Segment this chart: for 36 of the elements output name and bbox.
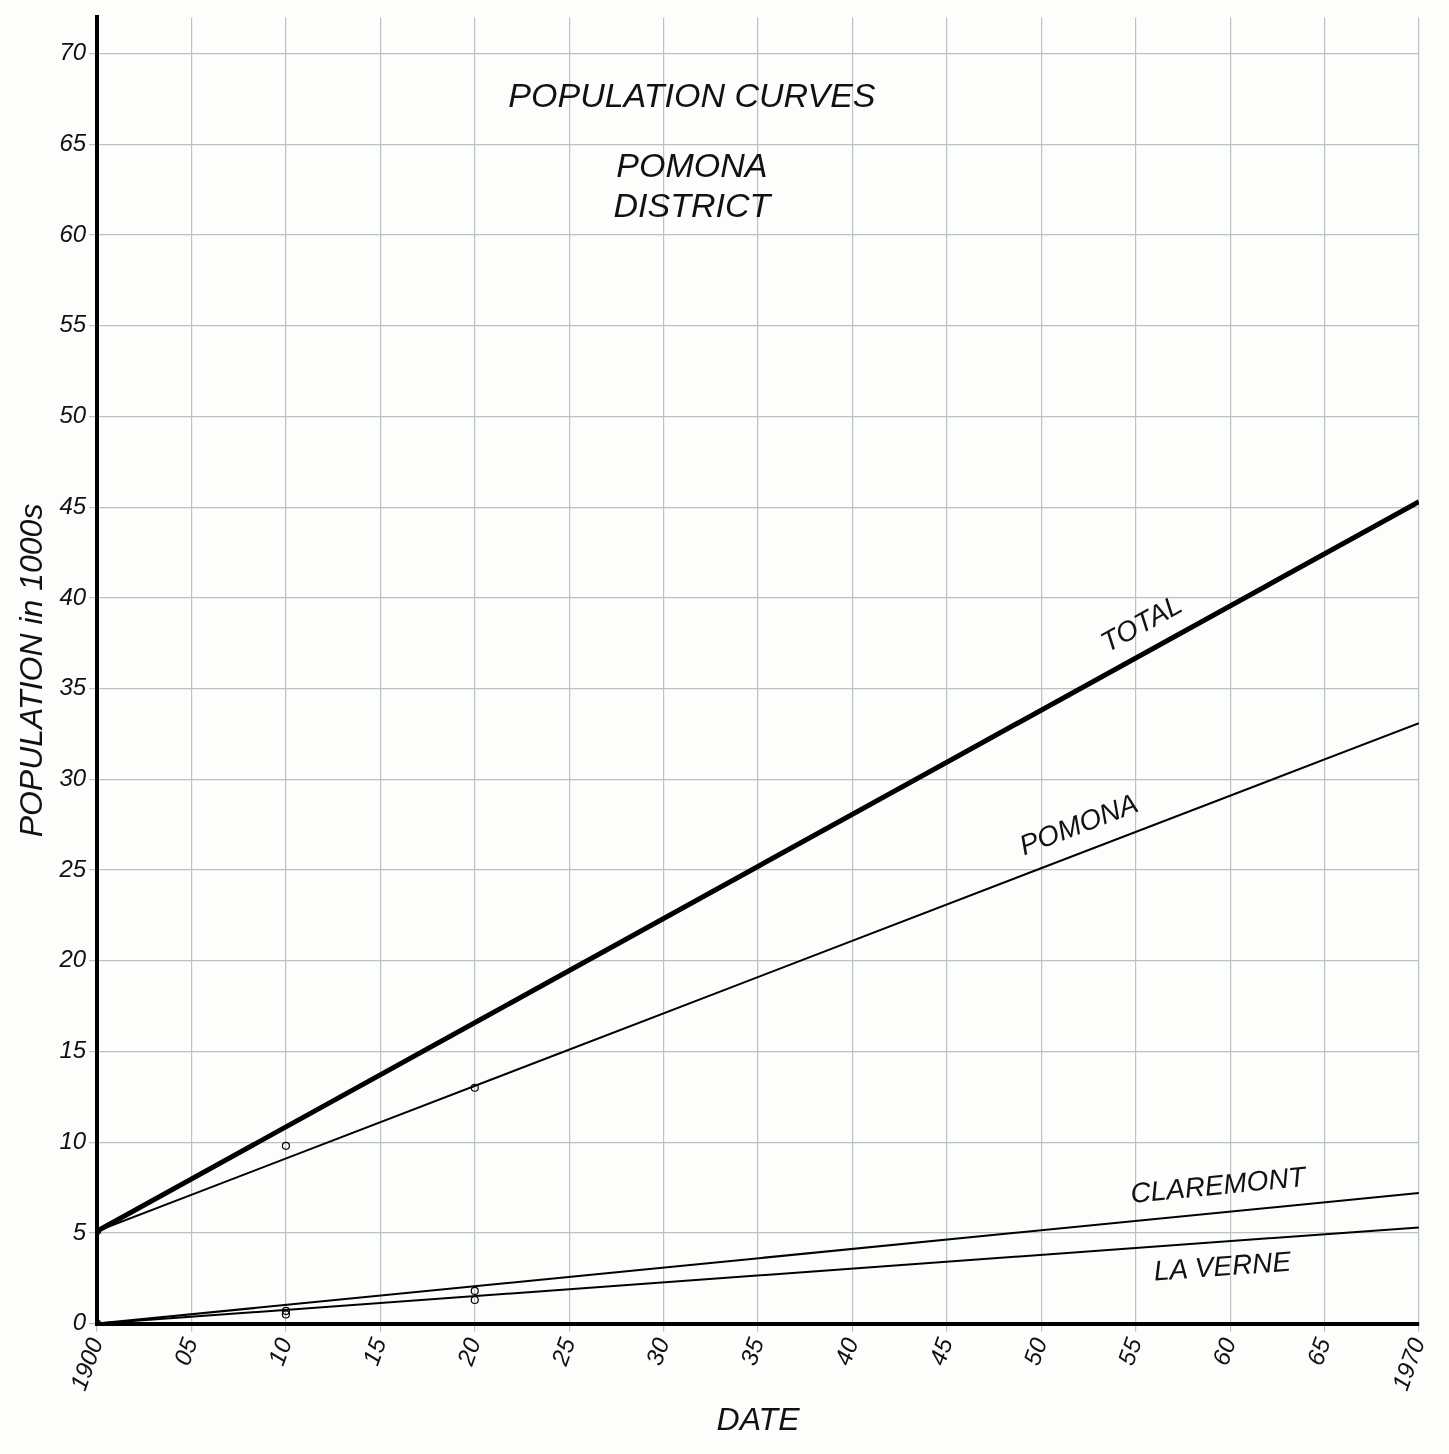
x-tick-label: 40: [828, 1333, 864, 1369]
y-tick-label: 0: [72, 1308, 87, 1336]
y-tick-label: 30: [59, 764, 87, 792]
x-tick-label: 1900: [64, 1333, 109, 1394]
x-tick-label: 65: [1300, 1333, 1336, 1369]
x-tick-label: 35: [734, 1333, 770, 1369]
y-tick-label: 15: [59, 1036, 87, 1064]
y-tick-label: 40: [59, 582, 87, 610]
y-tick-label: 70: [59, 38, 87, 66]
x-tick-label: 25: [545, 1333, 581, 1370]
text: CLAREMONT: [1128, 1160, 1309, 1210]
text: POMONA DISTRICT: [613, 145, 773, 224]
y-tick-label: 25: [58, 854, 87, 882]
x-tick-label: 10: [262, 1333, 298, 1369]
y-tick-label: 35: [59, 673, 87, 701]
y-tick-label: 5: [72, 1217, 87, 1245]
y-tick-label: 20: [58, 945, 87, 973]
series-label: LA VERNE: [1152, 1245, 1293, 1287]
x-tick-label: 30: [640, 1333, 675, 1369]
x-tick-label: 20: [450, 1333, 486, 1370]
y-tick-label: 10: [59, 1126, 87, 1154]
y-tick-label: 65: [59, 129, 87, 157]
text: POPULATION CURVES: [508, 75, 876, 114]
y-tick-label: 55: [59, 310, 87, 338]
x-tick-label: 05: [167, 1333, 203, 1369]
y-tick-label: 50: [59, 401, 87, 429]
y-tick-label: 60: [59, 219, 87, 247]
x-tick-label: 50: [1017, 1333, 1053, 1369]
x-tick-label: 60: [1206, 1333, 1242, 1369]
x-tick-label: 45: [923, 1333, 959, 1369]
x-axis-title: DATE: [716, 1400, 801, 1437]
y-tick-label: 45: [59, 491, 87, 519]
y-axis-title: POPULATION in 1000s: [13, 503, 50, 838]
x-tick-label: 15: [356, 1333, 392, 1369]
x-tick-label: 55: [1112, 1333, 1147, 1369]
x-tick-label: 1970: [1386, 1333, 1431, 1394]
